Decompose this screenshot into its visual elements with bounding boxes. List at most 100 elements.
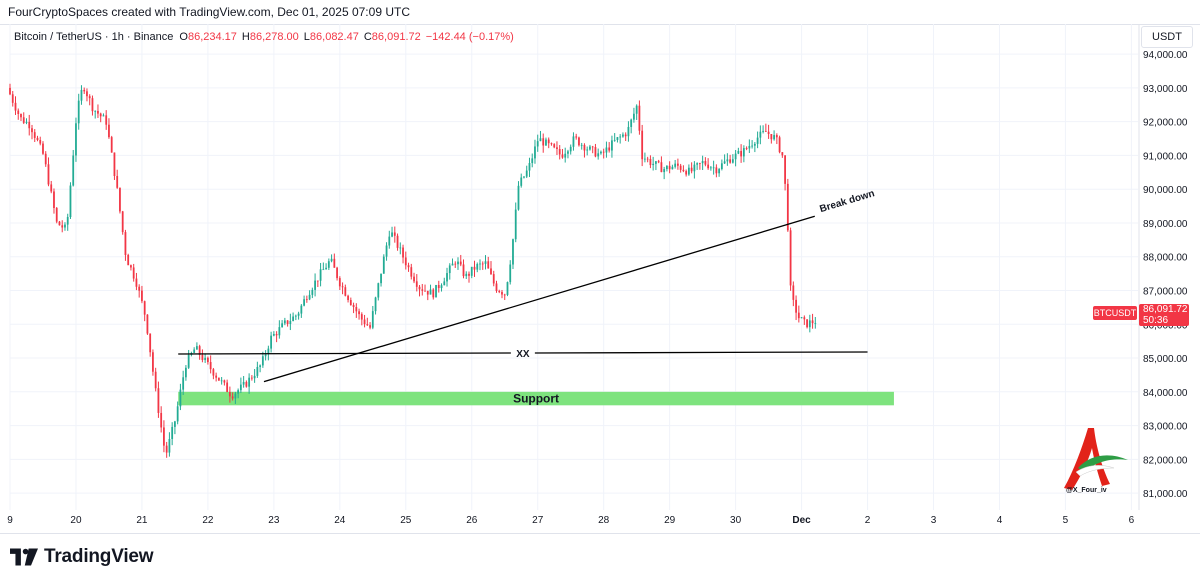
candle-body bbox=[154, 371, 157, 389]
candle-body bbox=[633, 113, 635, 120]
candle-body bbox=[709, 167, 712, 169]
last-price-symbol-tag: BTCUSDT bbox=[1093, 306, 1137, 320]
candle-body bbox=[811, 320, 814, 324]
candle-body bbox=[520, 177, 523, 186]
candle-body bbox=[440, 285, 443, 289]
candle-body bbox=[388, 236, 391, 246]
candle-body bbox=[781, 152, 784, 156]
candle-body bbox=[589, 146, 591, 150]
candle-body bbox=[443, 281, 446, 286]
candle-body bbox=[358, 311, 360, 315]
xx-level-line-right bbox=[534, 351, 868, 354]
candle-body bbox=[619, 136, 622, 138]
candle-body bbox=[198, 346, 201, 355]
candle-body bbox=[17, 110, 20, 115]
candle-body bbox=[715, 167, 718, 174]
tradingview-logo[interactable]: TradingView bbox=[10, 544, 154, 570]
candles-layer bbox=[9, 83, 817, 458]
candle-body bbox=[72, 155, 75, 186]
candle-body bbox=[770, 134, 773, 140]
chart-credit: FourCryptoSpaces created with TradingVie… bbox=[8, 5, 410, 19]
candle-body bbox=[407, 265, 410, 268]
candle-body bbox=[289, 320, 292, 324]
candle-body bbox=[649, 158, 652, 166]
candle-body bbox=[303, 299, 305, 306]
candle-body bbox=[575, 136, 578, 138]
candle-body bbox=[586, 149, 589, 151]
currency-selector[interactable]: USDT bbox=[1141, 26, 1193, 48]
candle-body bbox=[655, 161, 657, 164]
candle-body bbox=[242, 381, 245, 385]
legend-high-label: H bbox=[241, 31, 250, 43]
candle-body bbox=[723, 161, 726, 164]
time-tick-label: 20 bbox=[70, 515, 82, 526]
candle-body bbox=[789, 230, 792, 286]
candle-body bbox=[652, 163, 655, 166]
candle-body bbox=[432, 289, 435, 298]
candle-body bbox=[762, 130, 764, 132]
candle-body bbox=[245, 381, 248, 387]
price-tick-label: 92,000.00 bbox=[1143, 118, 1188, 129]
candle-body bbox=[80, 89, 83, 101]
bar-countdown: 50:36 bbox=[1143, 315, 1169, 326]
candle-body bbox=[143, 301, 146, 315]
candle-body bbox=[369, 325, 371, 328]
candle-body bbox=[286, 320, 289, 324]
candle-body bbox=[91, 98, 94, 112]
candle-body bbox=[764, 130, 767, 132]
legend-open: 86,234.17 bbox=[187, 31, 237, 43]
candle-body bbox=[374, 297, 377, 312]
candle-body bbox=[253, 375, 256, 379]
candle-body bbox=[580, 144, 583, 146]
candle-body bbox=[138, 286, 141, 291]
candle-body bbox=[97, 110, 99, 114]
candle-body bbox=[69, 185, 72, 218]
candle-body bbox=[558, 149, 561, 155]
candle-body bbox=[685, 171, 688, 175]
candle-body bbox=[622, 134, 624, 137]
time-tick-label: 30 bbox=[730, 515, 742, 526]
candle-body bbox=[553, 144, 556, 148]
candle-body bbox=[756, 137, 759, 144]
candle-body bbox=[146, 314, 149, 334]
watermark-handle: @X_Four_iv bbox=[1066, 487, 1107, 494]
candle-body bbox=[784, 155, 786, 184]
breakdown-trendline bbox=[263, 215, 815, 383]
time-tick-label: 4 bbox=[997, 515, 1003, 526]
candle-body bbox=[206, 357, 209, 363]
candle-body bbox=[564, 153, 567, 158]
price-tick-label: 87,000.00 bbox=[1143, 287, 1188, 298]
price-axis: 81,000.00 82,000.00 83,000.00 84,000.00 85,0… bbox=[1138, 24, 1188, 510]
candle-body bbox=[465, 273, 468, 277]
candle-body bbox=[808, 320, 811, 328]
candle-body bbox=[360, 314, 363, 320]
time-tick-label: 9 bbox=[7, 515, 13, 526]
candle-body bbox=[53, 191, 55, 208]
candle-body bbox=[124, 232, 127, 255]
candle-body bbox=[470, 266, 473, 276]
candle-body bbox=[399, 247, 402, 249]
candle-body bbox=[567, 151, 569, 154]
candle-body bbox=[36, 137, 39, 140]
candle-body bbox=[338, 278, 341, 287]
candle-body bbox=[797, 312, 800, 319]
candle-body bbox=[42, 143, 44, 154]
candle-body bbox=[498, 290, 501, 293]
candle-body bbox=[314, 280, 316, 290]
candle-body bbox=[371, 311, 374, 328]
candle-body bbox=[294, 315, 297, 317]
candle-body bbox=[718, 169, 721, 174]
candle-body bbox=[479, 263, 481, 265]
candle-body bbox=[668, 165, 671, 170]
candle-body bbox=[578, 137, 580, 146]
candle-body bbox=[281, 323, 284, 328]
candle-body bbox=[39, 139, 42, 144]
time-tick-label: 2 bbox=[865, 515, 871, 526]
candle-body bbox=[223, 380, 226, 383]
candle-body bbox=[75, 123, 77, 156]
candle-body bbox=[193, 349, 196, 353]
candle-body bbox=[748, 145, 751, 149]
candle-body bbox=[28, 121, 31, 129]
candle-body bbox=[226, 382, 229, 392]
